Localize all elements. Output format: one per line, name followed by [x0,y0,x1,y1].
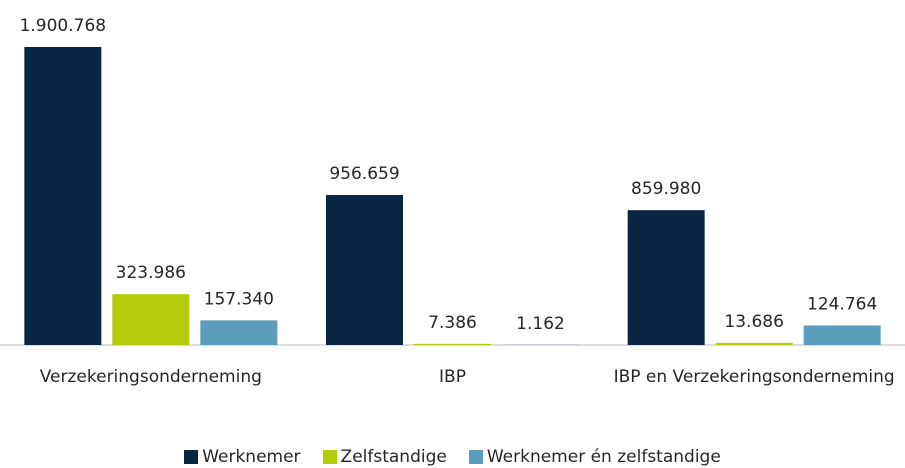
data-label: 956.659 [329,164,399,184]
legend-swatch [468,450,483,464]
x-tick-label: IBP en Verzekeringsonderneming [613,367,895,387]
bar [803,325,881,345]
data-label: 7.386 [428,313,477,333]
bar [627,210,705,345]
data-label: 1.900.768 [20,16,107,36]
x-tick-label: IBP [439,367,466,387]
data-label: 323.986 [116,263,186,283]
legend-swatch [184,450,199,464]
x-tick-label: Verzekeringsonderneming [39,367,262,387]
legend-item: Werknemer [184,446,301,468]
legend-label: Zelfstandige [340,447,447,467]
data-label: 1.162 [516,314,565,334]
bar [24,47,102,345]
legend-swatch [322,450,337,464]
bar [112,294,190,345]
legend-item: Zelfstandige [322,446,447,468]
legend: Werknemer Zelfstandige Werknemer én zelfst… [0,446,905,468]
plot-area: 1.900.768 323.986 157.340 956.659 7.386 1.162… [0,16,905,346]
data-label: 859.980 [631,179,701,199]
bar [326,195,403,345]
data-label: 124.764 [807,294,877,314]
data-label: 13.686 [724,312,783,332]
legend-label: Werknemer [202,447,301,467]
bar [414,343,491,345]
bar [200,320,278,345]
data-label: 157.340 [204,289,274,309]
legend-item: Werknemer én zelfstandige [468,446,721,468]
legend-label: Werknemer én zelfstandige [486,447,721,467]
bar [715,342,793,345]
